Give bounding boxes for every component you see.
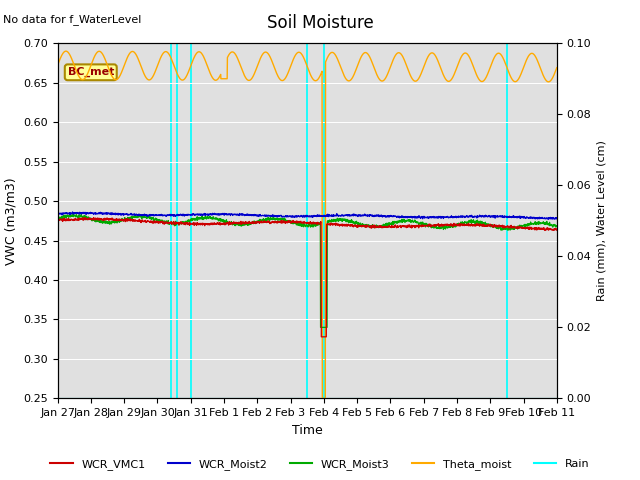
Text: No data for f_WaterLevel: No data for f_WaterLevel xyxy=(3,14,141,25)
Y-axis label: Rain (mm), Water Level (cm): Rain (mm), Water Level (cm) xyxy=(597,140,607,301)
Text: Soil Moisture: Soil Moisture xyxy=(267,14,373,33)
Y-axis label: VWC (m3/m3): VWC (m3/m3) xyxy=(4,177,17,264)
Text: BC_met: BC_met xyxy=(68,67,114,77)
X-axis label: Time: Time xyxy=(292,424,323,437)
Legend: WCR_VMC1, WCR_Moist2, WCR_Moist3, Theta_moist, Rain: WCR_VMC1, WCR_Moist2, WCR_Moist3, Theta_… xyxy=(46,455,594,474)
